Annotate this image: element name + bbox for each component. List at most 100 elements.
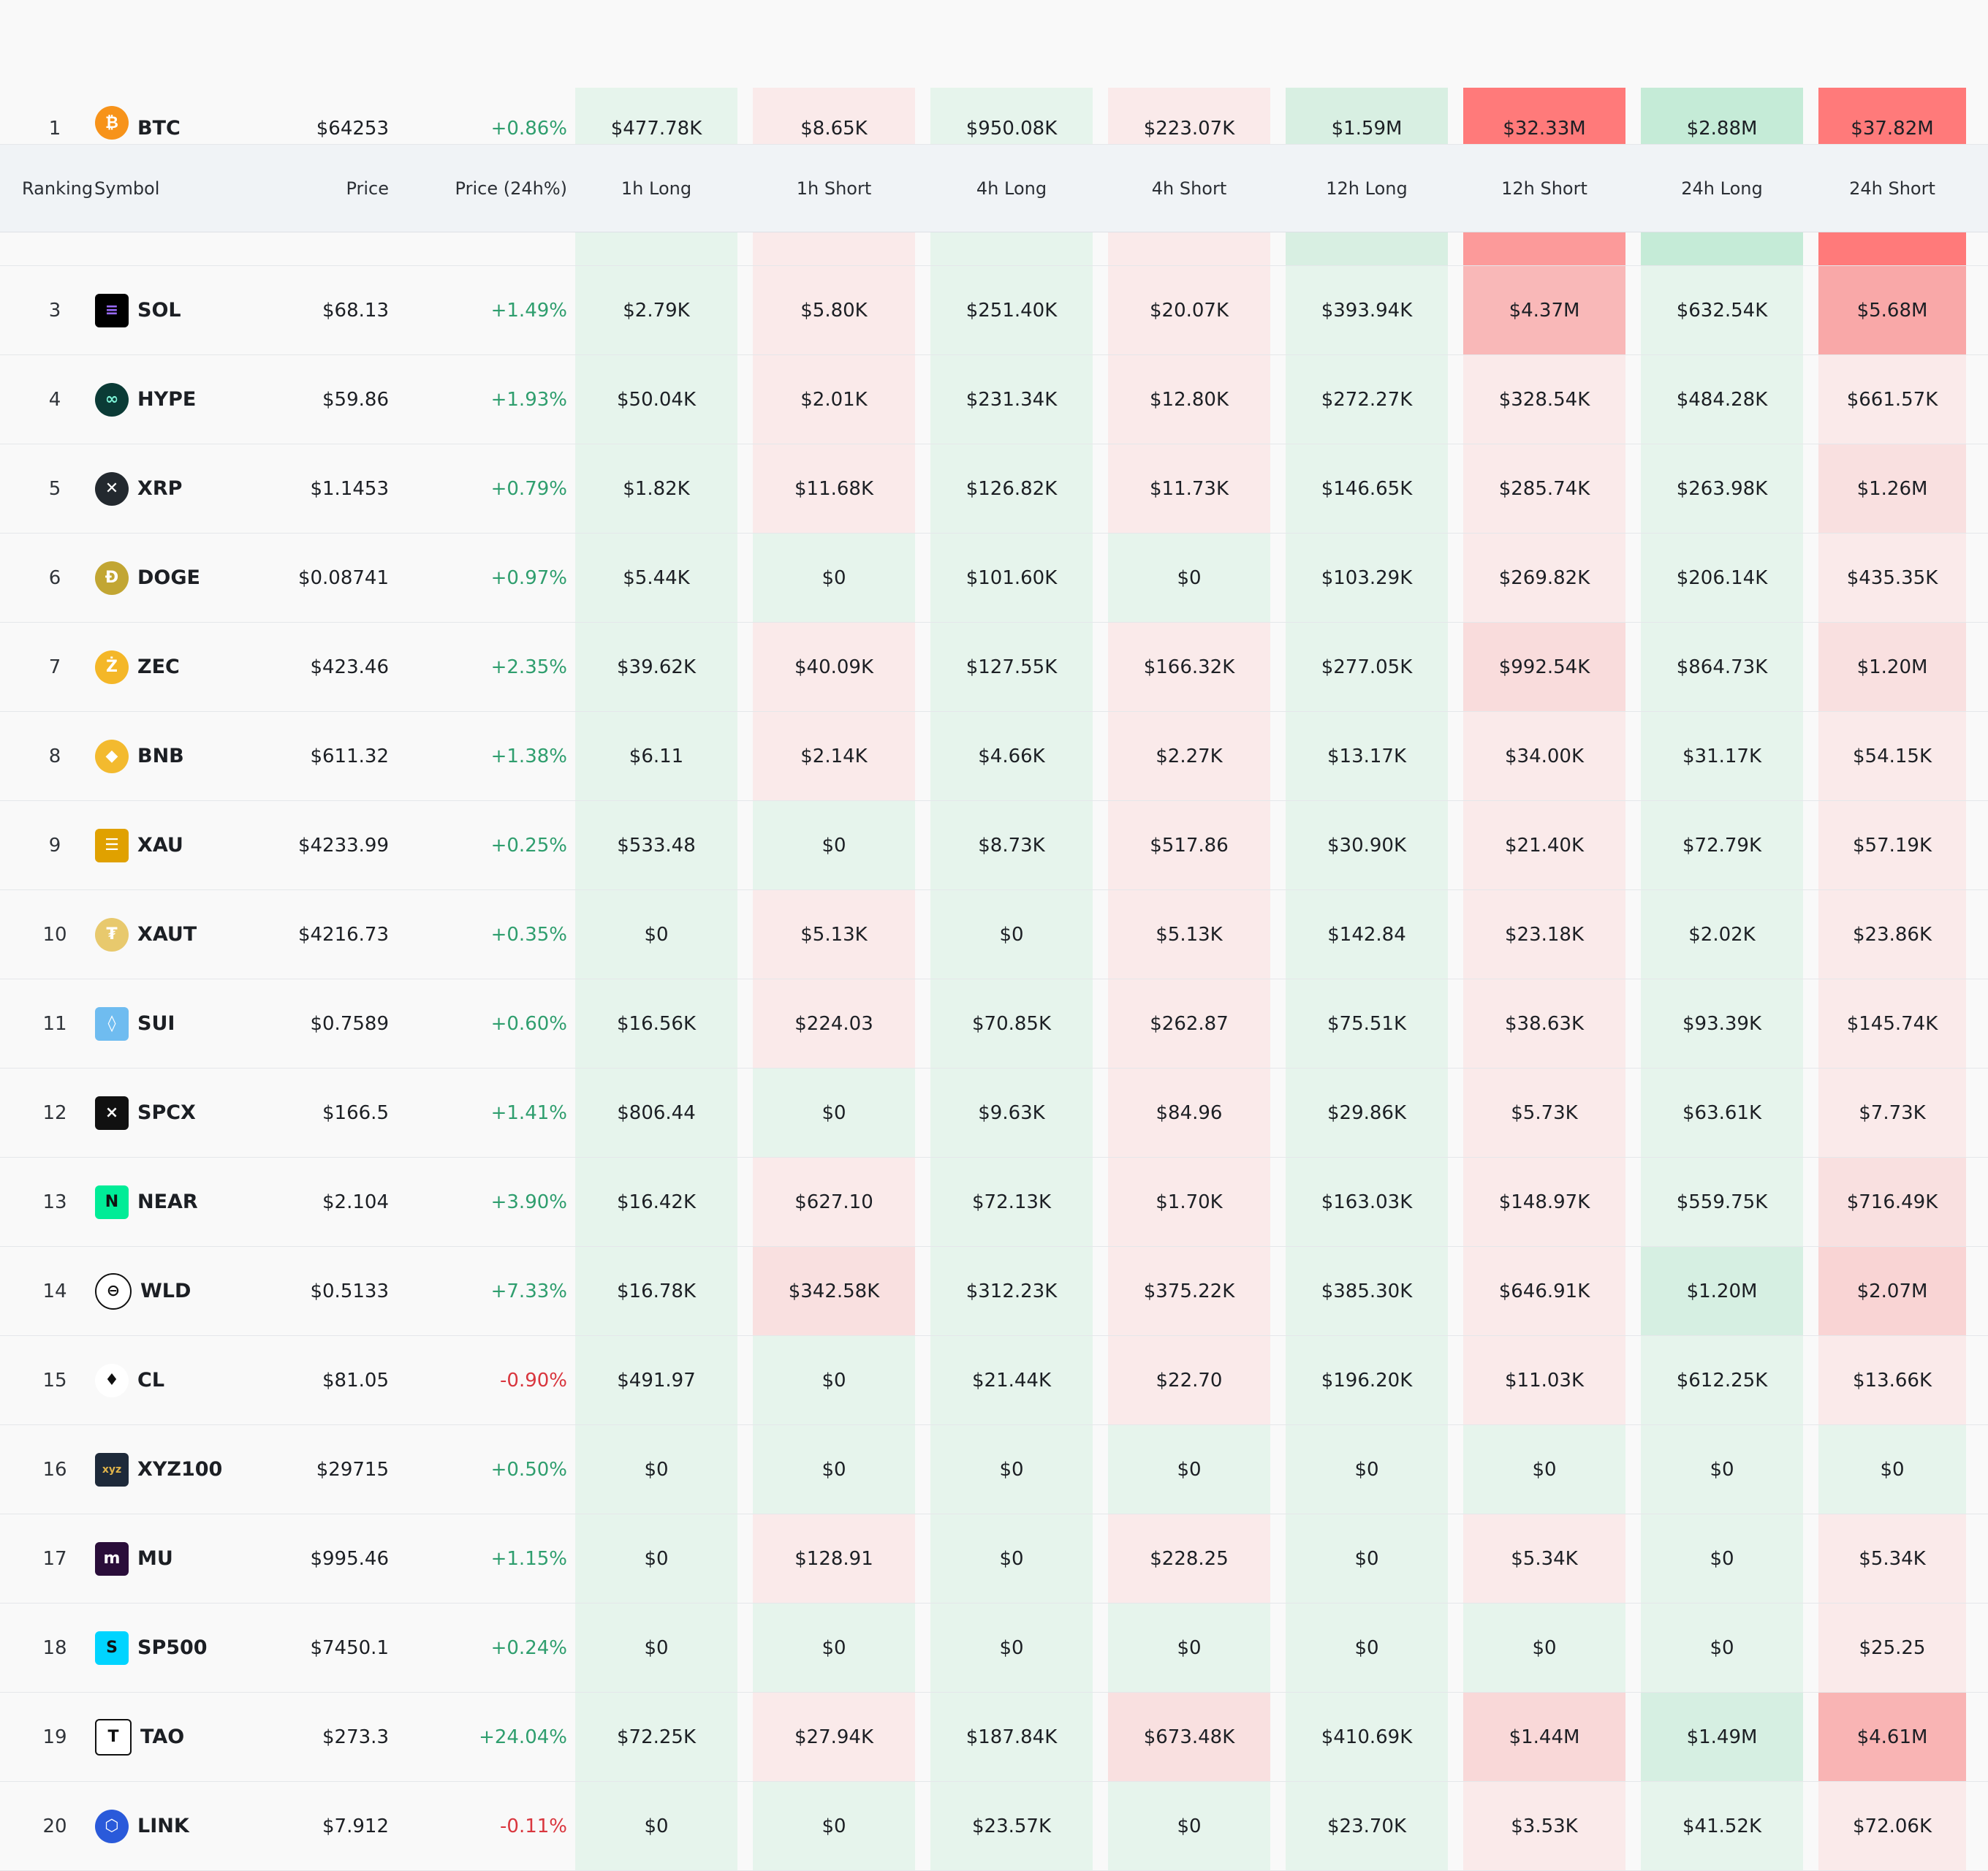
liquidation-value-cell: $1.49M (1641, 1693, 1803, 1781)
symbol-label: MU (137, 1547, 173, 1570)
header-1h-short[interactable]: 1h Short (796, 178, 872, 199)
table-row[interactable]: 3 ≡ SOL $68.13 +1.49% $2.79K $5.80K $251.40K $20… (0, 266, 1988, 355)
liquidation-value-cell: $2.79K (575, 266, 737, 354)
symbol-cell[interactable]: Ð DOGE (95, 534, 270, 622)
liquidation-value-cell: $0 (1641, 1514, 1803, 1603)
header-price-change[interactable]: Price (24h%) (455, 178, 567, 199)
header-ranking[interactable]: Ranking (22, 178, 94, 199)
liquidation-value-cell: $16.42K (575, 1158, 737, 1246)
liquidation-value-cell: $5.73K (1463, 1069, 1625, 1157)
price-cell: $166.5 (322, 1101, 389, 1124)
liquidation-value-cell: $0 (753, 801, 915, 889)
liquidation-value-cell: $20.07K (1108, 266, 1270, 354)
liquidation-value-cell: $0 (575, 1514, 737, 1603)
header-24h-short[interactable]: 24h Short (1849, 178, 1935, 199)
liquidation-value-cell: $5.13K (753, 890, 915, 979)
price-cell: $64253 (316, 118, 389, 140)
liquidation-value-cell: $435.35K (1818, 534, 1966, 622)
symbol-cell[interactable]: ◊ SUI (95, 979, 270, 1068)
near-icon: N (95, 1185, 129, 1219)
table-row[interactable]: 8 ◆ BNB $611.32 +1.38% $6.11 $2.14K $4.66K $2.27… (0, 712, 1988, 801)
liquidation-value-cell: $2.14K (753, 712, 915, 800)
symbol-cell[interactable]: ✕ XRP (95, 444, 270, 533)
liquidation-value-cell: $166.32K (1108, 623, 1270, 711)
symbol-cell[interactable]: T TAO (95, 1693, 270, 1781)
table-row[interactable]: 17 m MU $995.46 +1.15% $0 $128.91 $0 $228.25 $0 $5… (0, 1514, 1988, 1604)
liquidation-value-cell: $21.44K (930, 1336, 1093, 1424)
table-row[interactable]: 4 ∞ HYPE $59.86 +1.93% $50.04K $2.01K $231.34K $… (0, 355, 1988, 444)
table-row[interactable]: 6 Ð DOGE $0.08741 +0.97% $5.44K $0 $101.60K $0 $1… (0, 534, 1988, 623)
symbol-cell[interactable]: ⬡ LINK (95, 1782, 270, 1870)
table-row[interactable]: 13 N NEAR $2.104 +3.90% $16.42K $627.10 $72.13K… (0, 1158, 1988, 1247)
table-row[interactable]: 5 ✕ XRP $1.1453 +0.79% $1.82K $11.68K $126.82K $… (0, 444, 1988, 534)
liquidation-value-cell: $0 (1108, 534, 1270, 622)
table-row[interactable]: 20 ⬡ LINK $7.912 -0.11% $0 $0 $23.57K $0 $23.70K $… (0, 1782, 1988, 1871)
symbol-cell[interactable]: ⊖ WLD (95, 1247, 270, 1335)
tether-gold-icon: ₮ (95, 917, 129, 952)
header-24h-long[interactable]: 24h Long (1681, 178, 1763, 199)
liquidation-value-cell: $29.86K (1286, 1069, 1448, 1157)
symbol-cell[interactable]: Ż ZEC (95, 623, 270, 711)
liquidation-value-cell: $163.03K (1286, 1158, 1448, 1246)
symbol-cell[interactable]: ♦ CL (95, 1336, 270, 1424)
liquidation-value-cell: $126.82K (930, 444, 1093, 533)
symbol-cell[interactable]: ☰ XAU (95, 801, 270, 889)
table-row[interactable]: 14 ⊖ WLD $0.5133 +7.33% $16.78K $342.58K $312.2… (0, 1247, 1988, 1336)
symbol-cell[interactable]: S SP500 (95, 1604, 270, 1692)
symbol-cell[interactable]: ◆ BNB (95, 712, 270, 800)
header-4h-long[interactable]: 4h Long (976, 178, 1047, 199)
table-row[interactable]: 11 ◊ SUI $0.7589 +0.60% $16.56K $224.03 $70.85K… (0, 979, 1988, 1069)
liquidation-value-cell: $0 (575, 890, 737, 979)
rank-cell: 8 (48, 745, 61, 767)
liquidation-value-cell: $13.66K (1818, 1336, 1966, 1424)
header-4h-short[interactable]: 4h Short (1151, 178, 1227, 199)
symbol-cell[interactable]: ₿ BTC (95, 88, 270, 144)
liquidation-value-cell: $23.57K (930, 1782, 1093, 1870)
liquidation-value-cell: $72.25K (575, 1693, 737, 1781)
header-12h-short[interactable]: 12h Short (1501, 178, 1587, 199)
table-row[interactable]: 12 × SPCX $166.5 +1.41% $806.44 $0 $9.63K $84.96… (0, 1069, 1988, 1158)
liquidation-value-cell: $950.08K (930, 88, 1093, 144)
table-row[interactable]: 9 ☰ XAU $4233.99 +0.25% $533.48 $0 $8.73K $517.8… (0, 801, 1988, 890)
rank-cell: 10 (42, 923, 67, 946)
liquidation-value-cell: $251.40K (930, 266, 1093, 354)
table-row[interactable]: 16 xyz XYZ100 $29715 +0.50% $0 $0 $0 $0 $0 $0 $0 $0 (0, 1425, 1988, 1514)
price-cell: $7450.1 (310, 1636, 389, 1659)
symbol-cell[interactable]: N NEAR (95, 1158, 270, 1246)
symbol-cell[interactable]: × SPCX (95, 1069, 270, 1157)
table-row[interactable]: 19 T TAO $273.3 +24.04% $72.25K $27.94K $187.84… (0, 1693, 1988, 1782)
symbol-label: BTC (137, 117, 181, 140)
table-row[interactable]: 1 ₿ BTC $64253 +0.86% $477.78K $8.65K $950.08K $… (0, 88, 1988, 145)
liquidation-value-cell: $0 (575, 1604, 737, 1692)
header-price[interactable]: Price (346, 178, 389, 199)
price-change-cell: +24.04% (479, 1726, 567, 1748)
symbol-label: XAUT (137, 923, 197, 946)
symbol-label: NEAR (137, 1191, 198, 1213)
liquidation-value-cell: $9.63K (930, 1069, 1093, 1157)
liquidation-value-cell: $25.25 (1818, 1604, 1966, 1692)
price-change-cell: +1.38% (490, 745, 567, 767)
table-row[interactable]: 15 ♦ CL $81.05 -0.90% $491.97 $0 $21.44K $22.70 $… (0, 1336, 1988, 1425)
symbol-cell[interactable]: ∞ HYPE (95, 355, 270, 444)
price-change-cell: +1.93% (490, 388, 567, 411)
liquidation-value-cell: $1.44M (1463, 1693, 1625, 1781)
liquidation-value-cell: $0 (930, 1425, 1093, 1514)
bnb-icon: ◆ (95, 739, 129, 773)
liquidation-value-cell: $0 (753, 1425, 915, 1514)
table-row[interactable]: 10 ₮ XAUT $4216.73 +0.35% $0 $5.13K $0 $5.13K $14… (0, 890, 1988, 979)
header-symbol[interactable]: Symbol (94, 178, 160, 199)
table-row[interactable]: 7 Ż ZEC $423.46 +2.35% $39.62K $40.09K $127.55K… (0, 623, 1988, 712)
header-12h-long[interactable]: 12h Long (1326, 178, 1408, 199)
liquidation-value-cell: $0 (930, 1604, 1093, 1692)
liquidation-value-cell: $285.74K (1463, 444, 1625, 533)
liquidation-value-cell: $272.27K (1286, 355, 1448, 444)
rank-cell: 1 (48, 118, 61, 140)
symbol-cell[interactable]: ≡ SOL (95, 266, 270, 354)
header-1h-long[interactable]: 1h Long (621, 178, 692, 199)
table-row[interactable]: 18 S SP500 $7450.1 +0.24% $0 $0 $0 $0 $0 $0 $0 $25.2… (0, 1604, 1988, 1693)
price-change-cell: +1.15% (490, 1547, 567, 1570)
symbol-cell[interactable]: m MU (95, 1514, 270, 1603)
symbol-cell[interactable]: xyz XYZ100 (95, 1425, 270, 1514)
symbol-cell[interactable]: ₮ XAUT (95, 890, 270, 979)
